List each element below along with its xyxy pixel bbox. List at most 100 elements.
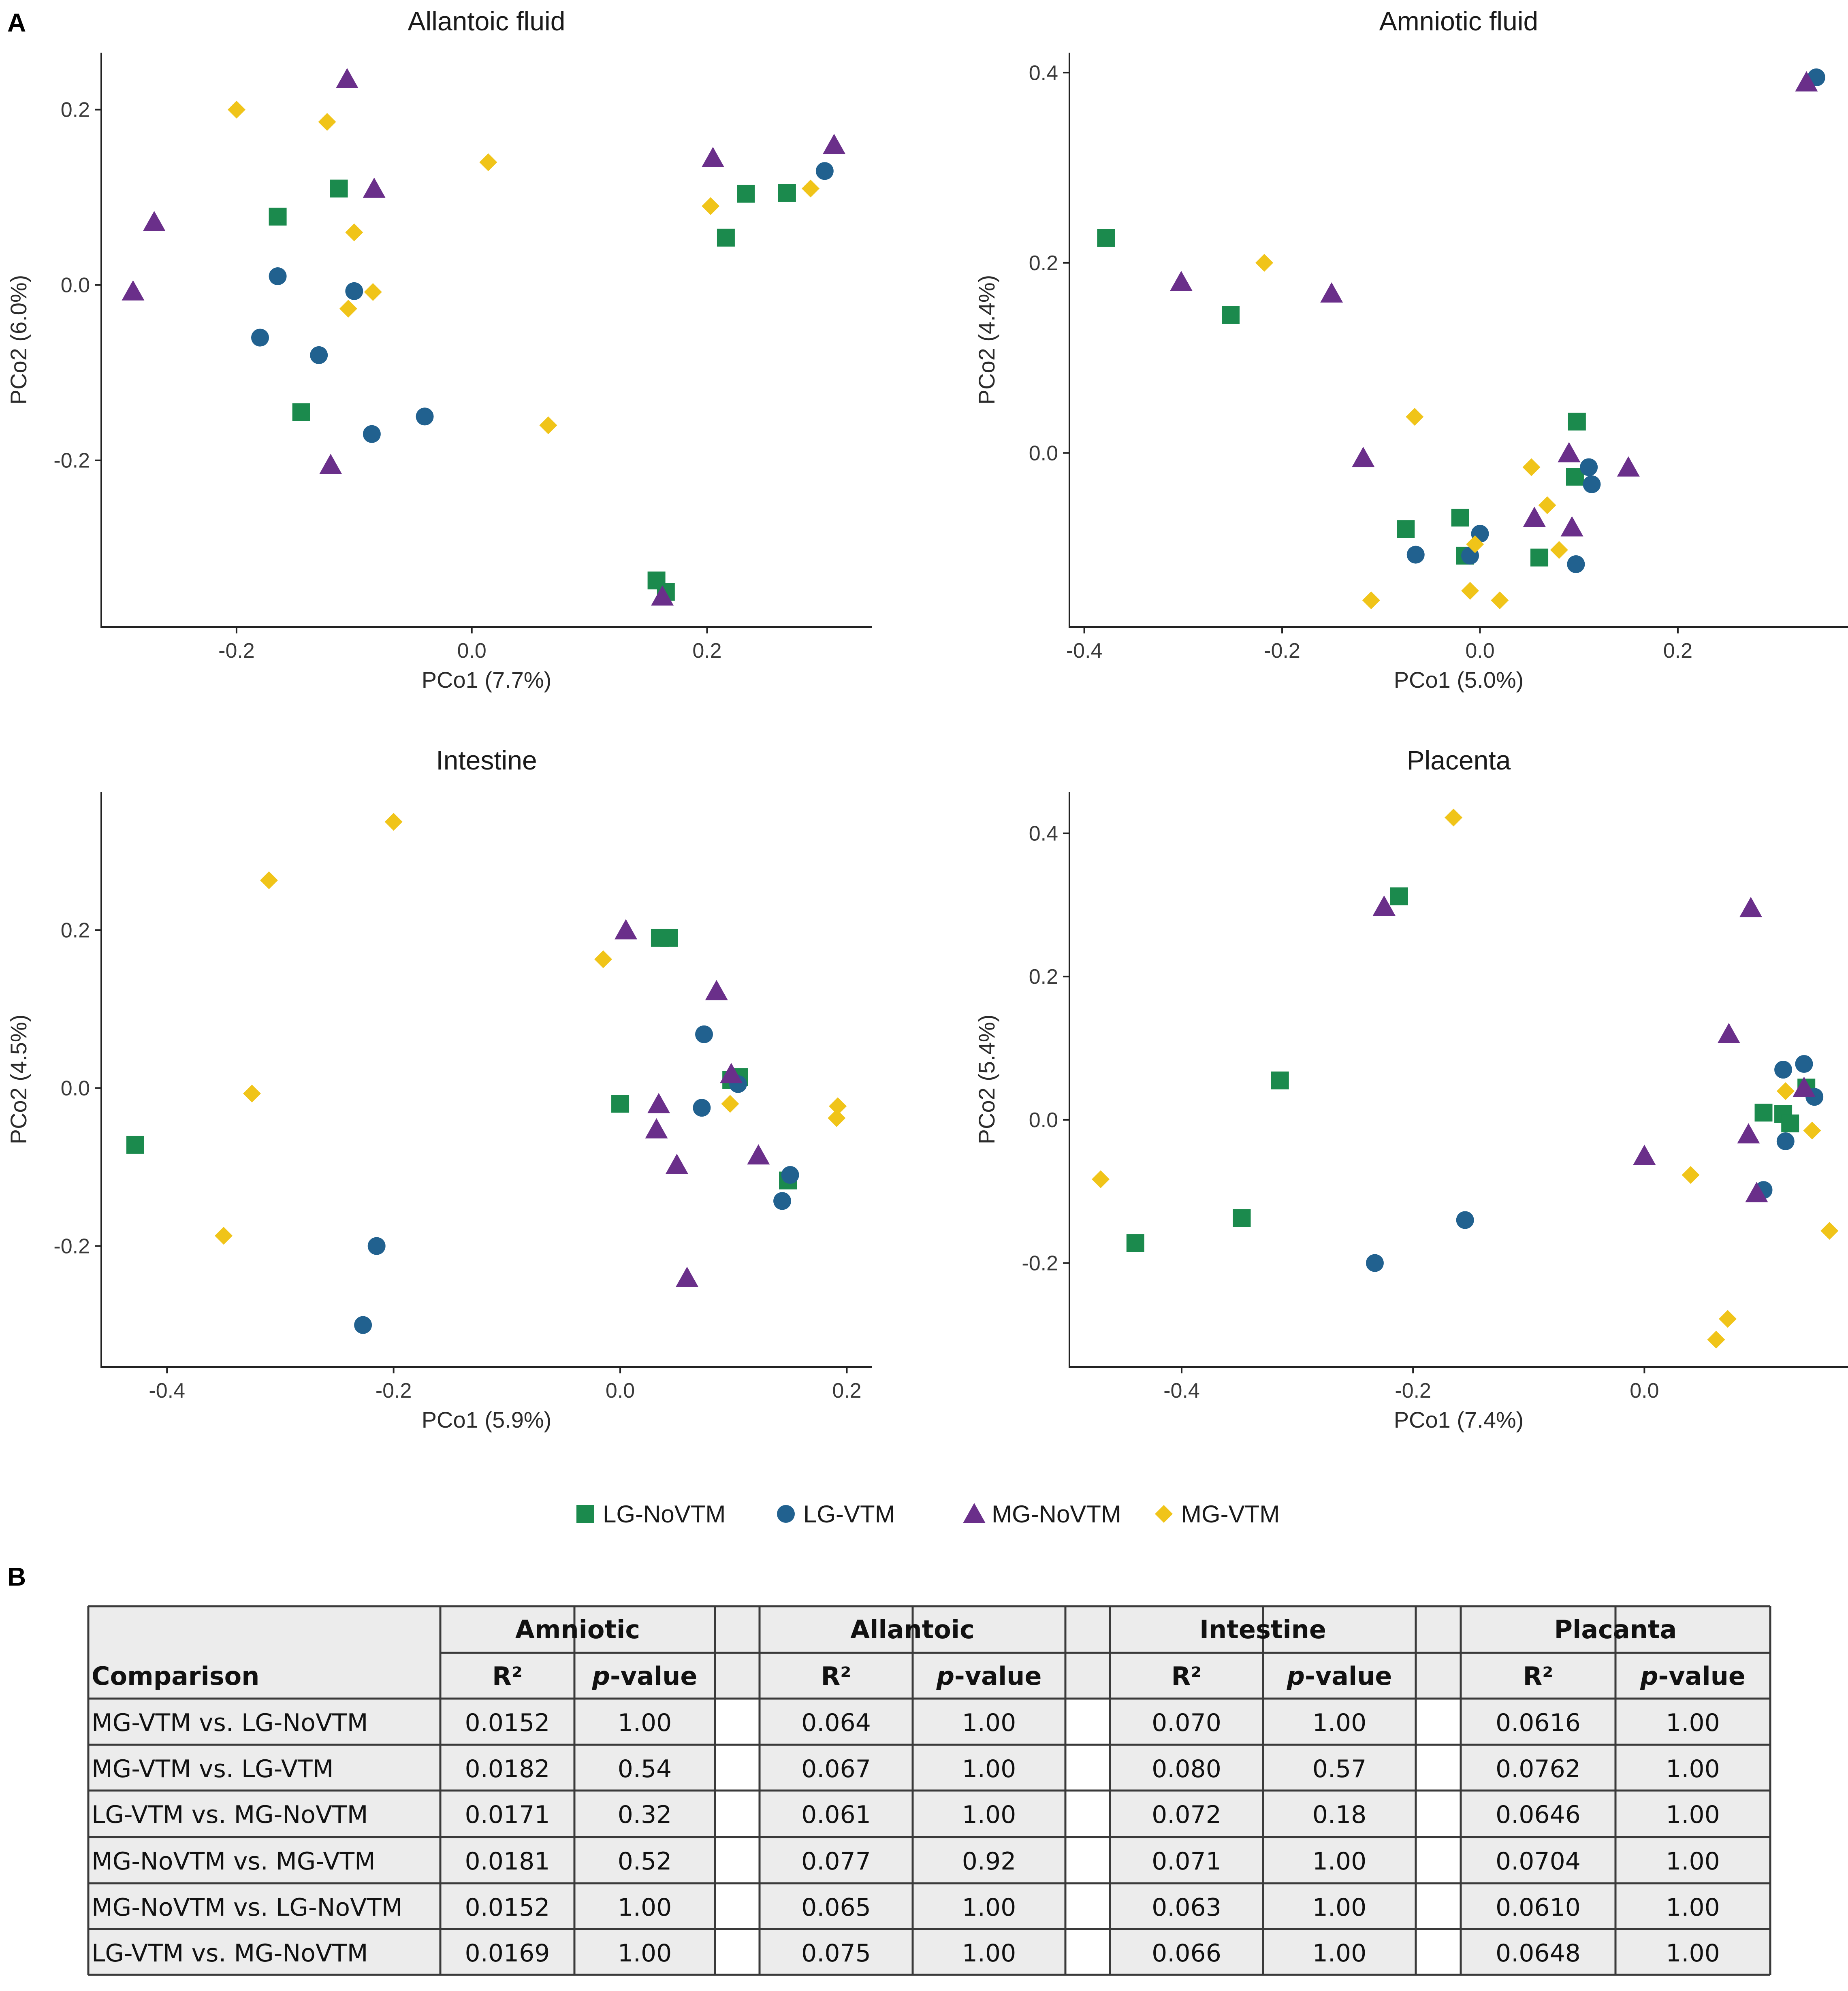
- y-tick-label: 0.2: [61, 98, 90, 122]
- point-mg-novtm: [665, 1153, 688, 1174]
- table-r2-cell: 0.080: [1152, 1755, 1221, 1783]
- table-row: MG-VTM vs. LG-NoVTM 0.0152 1.00 0.064 1.00 0.…: [92, 1709, 1720, 1737]
- point-mg-vtm: [260, 871, 278, 889]
- table-pvalue-cell: 1.00: [962, 1939, 1016, 1968]
- point-mg-vtm: [1682, 1166, 1700, 1184]
- table-group-header: Amniotic: [515, 1615, 640, 1644]
- series-mg-novtm: [1372, 895, 1816, 1202]
- point-lg-novtm: [737, 185, 755, 203]
- y-tick-label: 0.2: [61, 919, 90, 942]
- series-mg-novtm: [1169, 71, 1818, 537]
- table-r2-header: R²: [492, 1661, 523, 1691]
- table-r2-cell: 0.072: [1152, 1801, 1221, 1829]
- table-pvalue-cell: 1.00: [1666, 1755, 1720, 1783]
- point-lg-vtm: [1776, 1132, 1795, 1150]
- point-lg-vtm: [354, 1316, 372, 1334]
- x-tick-label: 0.2: [692, 639, 721, 663]
- point-lg-novtm: [1126, 1234, 1144, 1252]
- point-lg-vtm: [1774, 1061, 1793, 1079]
- series-lg-novtm: [269, 179, 796, 601]
- y-axis-title: PCo2 (4.4%): [974, 275, 999, 405]
- point-lg-vtm: [815, 162, 834, 180]
- table-pvalue-cell: 1.00: [1666, 1939, 1720, 1968]
- point-mg-novtm: [645, 1118, 668, 1138]
- x-axis-title: PCo1 (5.9%): [422, 1407, 552, 1432]
- table-r2-cell: 0.0182: [465, 1755, 550, 1783]
- point-mg-vtm: [1550, 541, 1568, 559]
- point-mg-vtm: [345, 223, 363, 241]
- point-mg-novtm: [1320, 282, 1343, 303]
- y-tick-label: -0.2: [1022, 1252, 1058, 1275]
- series-lg-novtm: [126, 929, 797, 1189]
- table-pvalue-cell: 1.00: [962, 1893, 1016, 1922]
- point-lg-novtm: [1781, 1114, 1799, 1132]
- table-r2-cell: 0.0762: [1496, 1755, 1581, 1783]
- table-r2-cell: 0.0704: [1496, 1847, 1581, 1876]
- point-mg-vtm: [384, 813, 403, 831]
- series-mg-novtm: [122, 68, 846, 606]
- y-axis-title: PCo2 (5.4%): [974, 1015, 999, 1145]
- point-lg-vtm: [693, 1099, 711, 1117]
- point-mg-novtm: [335, 68, 359, 88]
- table-r2-header: R²: [1172, 1661, 1202, 1691]
- x-axis-title: PCo1 (5.0%): [1394, 667, 1524, 693]
- point-mg-novtm: [319, 454, 342, 474]
- point-lg-vtm: [695, 1025, 713, 1043]
- y-tick-label: 0.2: [1029, 252, 1058, 275]
- point-lg-novtm: [1397, 520, 1415, 538]
- table-group-header: Intestine: [1199, 1615, 1326, 1644]
- table-pvalue-cell: 1.00: [962, 1709, 1016, 1737]
- point-mg-novtm: [615, 919, 638, 940]
- table-r2-cell: 0.0616: [1496, 1709, 1581, 1737]
- point-lg-novtm: [1754, 1104, 1773, 1122]
- table-group-header: Allantoic: [850, 1615, 975, 1644]
- point-mg-vtm: [1491, 591, 1509, 610]
- table-r2-cell: 0.070: [1152, 1709, 1221, 1737]
- table-pvalue-cell: 1.00: [1666, 1709, 1720, 1737]
- point-mg-vtm: [802, 179, 820, 198]
- table-row: MG-VTM vs. LG-VTM 0.0182 0.54 0.067 1.00 0.08…: [92, 1755, 1720, 1783]
- table-r2-cell: 0.075: [801, 1939, 871, 1968]
- table-pvalue-cell: 0.32: [618, 1801, 672, 1829]
- table-comparison-cell: MG-VTM vs. LG-NoVTM: [92, 1709, 368, 1737]
- table-r2-cell: 0.0152: [465, 1893, 550, 1922]
- table-r2-cell: 0.0152: [465, 1709, 550, 1737]
- x-tick-label: 0.2: [1663, 639, 1692, 663]
- point-mg-vtm: [318, 113, 336, 131]
- table-pvalue-cell: 1.00: [1666, 1847, 1720, 1876]
- point-lg-novtm: [1390, 887, 1408, 906]
- table-r2-cell: 0.077: [801, 1847, 871, 1876]
- point-lg-novtm: [1271, 1071, 1289, 1089]
- point-mg-novtm: [1739, 897, 1763, 917]
- point-lg-vtm: [1795, 1055, 1813, 1073]
- table-pvalue-header: p-value: [592, 1661, 698, 1691]
- point-lg-vtm: [1406, 546, 1425, 564]
- table-r2-cell: 0.063: [1152, 1893, 1221, 1922]
- table-pvalue-cell: 1.00: [1312, 1709, 1367, 1737]
- chart-title: Amniotic fluid: [1379, 6, 1539, 36]
- point-mg-novtm: [701, 147, 724, 167]
- point-mg-novtm: [676, 1266, 699, 1287]
- x-axis-title: PCo1 (7.4%): [1394, 1407, 1524, 1432]
- point-mg-novtm: [747, 1144, 770, 1165]
- point-lg-vtm: [781, 1166, 799, 1184]
- legend-label: LG-VTM: [803, 1501, 895, 1528]
- point-mg-vtm: [339, 300, 357, 318]
- series-lg-novtm: [1126, 887, 1816, 1252]
- table-pvalue-cell: 1.00: [962, 1801, 1016, 1829]
- y-tick-label: 0.4: [1029, 61, 1058, 85]
- point-mg-vtm: [1406, 408, 1424, 426]
- point-lg-novtm: [1568, 412, 1586, 431]
- point-mg-vtm: [227, 100, 245, 119]
- point-mg-vtm: [364, 283, 382, 301]
- point-mg-vtm: [1707, 1330, 1725, 1349]
- table-r2-cell: 0.065: [801, 1893, 871, 1922]
- x-tick-label: -0.4: [149, 1379, 185, 1403]
- legend-diamond-icon: [1155, 1505, 1173, 1523]
- point-lg-vtm: [1366, 1254, 1384, 1272]
- point-mg-novtm: [1372, 895, 1396, 916]
- point-lg-novtm: [1530, 548, 1549, 567]
- point-lg-vtm: [345, 282, 363, 300]
- legend-square-icon: [576, 1505, 594, 1523]
- table-pvalue-cell: 1.00: [1666, 1801, 1720, 1829]
